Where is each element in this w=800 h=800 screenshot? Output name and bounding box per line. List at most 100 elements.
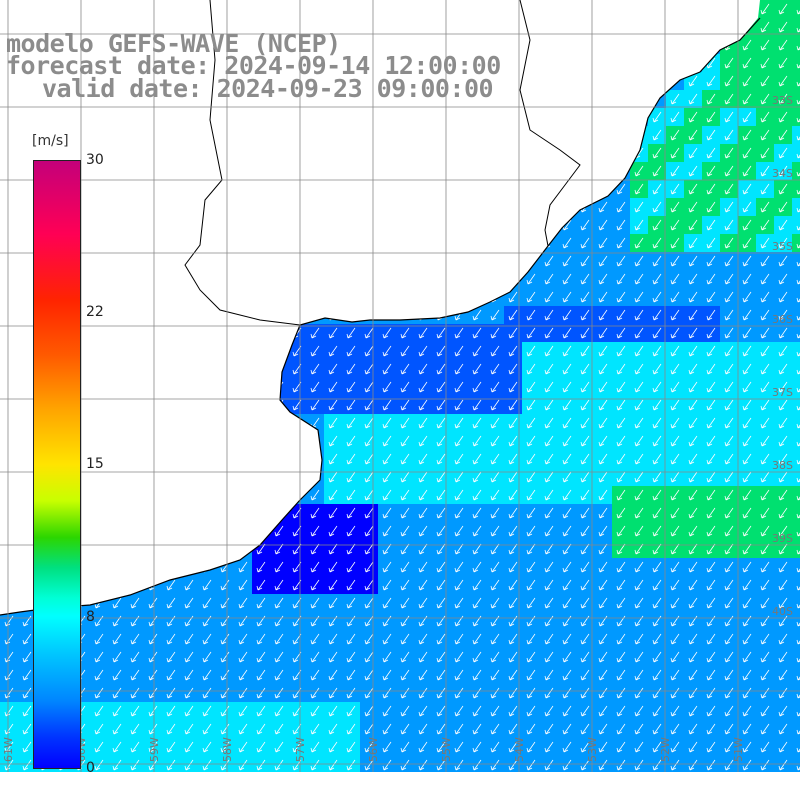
wind-cell <box>756 540 774 558</box>
wind-cell <box>378 558 396 576</box>
wind-arrow <box>616 381 626 393</box>
wind-cell <box>360 702 378 720</box>
wind-cell <box>432 720 450 738</box>
wind-arrow <box>364 399 374 411</box>
wind-arrow <box>454 759 464 771</box>
wind-arrow <box>796 747 800 753</box>
wind-arrow <box>616 759 626 771</box>
wind-arrow <box>670 309 680 321</box>
wind-cell <box>216 756 234 774</box>
wind-arrow <box>148 597 158 609</box>
wind-arrow <box>742 129 752 141</box>
wind-arrow <box>652 489 662 501</box>
wind-arrow <box>616 363 626 375</box>
wind-arrow <box>616 741 626 753</box>
wind-arrow <box>418 579 428 591</box>
wind-arrow <box>526 345 536 357</box>
wind-cell <box>756 342 774 360</box>
wind-arrow <box>220 687 230 699</box>
wind-arrow <box>760 291 770 303</box>
wind-arrow <box>688 147 698 159</box>
wind-arrow <box>58 777 68 789</box>
wind-cell <box>18 666 36 684</box>
wind-arrow <box>670 723 680 735</box>
wind-arrow <box>310 777 320 789</box>
wind-arrow <box>328 579 338 591</box>
wind-arrow <box>454 651 464 663</box>
wind-cell <box>576 756 594 774</box>
wind-arrow <box>724 399 734 411</box>
wind-arrow <box>778 687 788 699</box>
wind-arrow <box>652 723 662 735</box>
wind-arrow <box>670 597 680 609</box>
wind-arrow <box>616 201 626 213</box>
wind-arrow <box>796 513 800 519</box>
wind-cell <box>738 252 756 270</box>
wind-cell <box>648 306 666 324</box>
wind-cell <box>702 630 720 648</box>
wind-cell <box>324 522 342 540</box>
wind-cell <box>18 756 36 774</box>
wind-cell <box>612 558 630 576</box>
wind-cell <box>774 450 792 468</box>
wind-cell <box>684 576 702 594</box>
wind-cell <box>612 216 630 234</box>
wind-cell <box>756 180 774 198</box>
wind-cell <box>432 378 450 396</box>
wind-arrow <box>436 453 446 465</box>
wind-arrow <box>526 579 536 591</box>
wind-cell <box>144 720 162 738</box>
wind-arrow <box>580 579 590 591</box>
wind-arrow <box>418 543 428 555</box>
wind-arrow <box>418 561 428 573</box>
wind-cell <box>306 756 324 774</box>
wind-cell <box>90 666 108 684</box>
wind-cell <box>612 720 630 738</box>
wind-arrow <box>688 705 698 717</box>
wind-arrow <box>742 291 752 303</box>
wind-arrow <box>706 669 716 681</box>
wind-cell <box>666 144 684 162</box>
wind-cell <box>594 648 612 666</box>
wind-arrow <box>274 687 284 699</box>
wind-arrow <box>400 687 410 699</box>
wind-arrow <box>778 741 788 753</box>
wind-arrow <box>382 651 392 663</box>
wind-cell <box>720 144 738 162</box>
wind-cell <box>702 504 720 522</box>
wind-arrow <box>472 777 482 789</box>
wind-arrow <box>346 363 356 375</box>
wind-cell <box>270 684 288 702</box>
wind-arrow <box>526 381 536 393</box>
wind-cell <box>486 684 504 702</box>
wind-arrow <box>364 453 374 465</box>
wind-arrow <box>562 723 572 735</box>
wind-arrow <box>652 507 662 519</box>
wind-arrow <box>670 111 680 123</box>
wind-cell <box>288 558 306 576</box>
wind-cell <box>324 720 342 738</box>
wind-arrow <box>166 579 176 591</box>
wind-arrow <box>346 705 356 717</box>
wind-cell <box>558 468 576 486</box>
wind-cell <box>648 162 666 180</box>
wind-arrow <box>310 741 320 753</box>
longitude-label: 54W <box>513 737 526 762</box>
wind-arrow <box>616 237 626 249</box>
wind-arrow <box>652 327 662 339</box>
latitude-label: 40S <box>772 605 793 618</box>
wind-cell <box>756 558 774 576</box>
wind-arrow <box>598 327 608 339</box>
wind-arrow <box>472 399 482 411</box>
wind-cell <box>738 738 756 756</box>
wind-arrow <box>778 705 788 717</box>
wind-arrow <box>490 399 500 411</box>
wind-cell <box>342 558 360 576</box>
wind-cell <box>792 450 800 468</box>
wind-cell <box>432 450 450 468</box>
wind-arrow <box>328 759 338 771</box>
wind-cell <box>738 216 756 234</box>
wind-cell <box>324 432 342 450</box>
wind-cell <box>396 630 414 648</box>
wind-arrow <box>616 633 626 645</box>
